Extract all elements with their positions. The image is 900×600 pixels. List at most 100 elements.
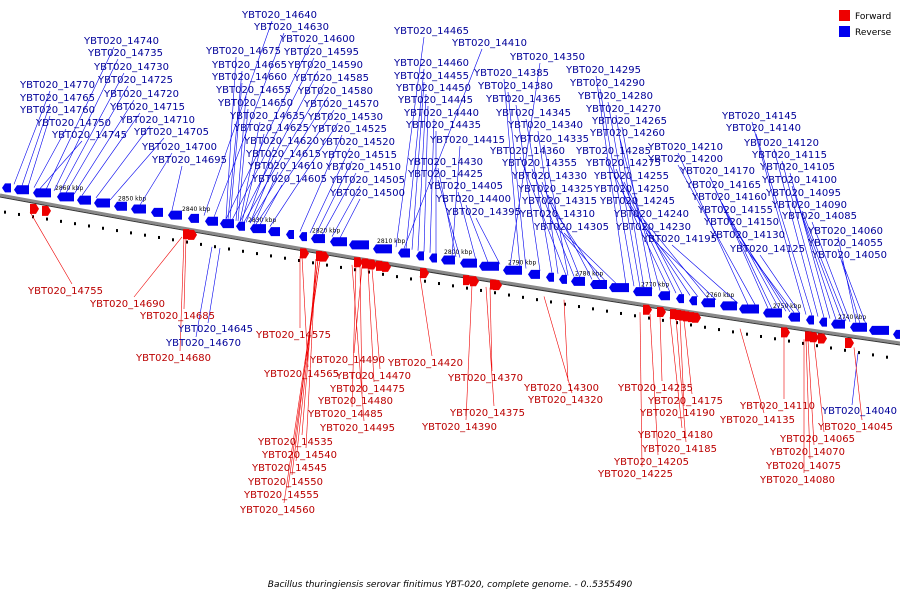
- reverse-feature: [57, 192, 74, 202]
- reverse-gene-label: YBT020_14435: [405, 120, 481, 131]
- reverse-gene-label: YBT020_14605: [251, 174, 327, 185]
- reverse-label-line: [789, 172, 831, 319]
- reverse-feature: [460, 258, 477, 268]
- track-mark: [760, 334, 762, 338]
- forward-gene-label: YBT020_14235: [617, 383, 693, 394]
- reverse-feature: [831, 319, 845, 329]
- track-mark: [634, 314, 636, 318]
- track-mark: [88, 224, 90, 228]
- reverse-feature: [546, 272, 554, 282]
- reverse-gene-label: YBT020_14720: [103, 89, 179, 100]
- forward-gene-label: YBT020_14495: [319, 423, 395, 434]
- forward-label-line: [283, 259, 321, 504]
- reverse-gene-label: YBT020_14050: [811, 250, 887, 261]
- reverse-feature: [788, 312, 800, 322]
- reverse-label-line: [403, 48, 483, 249]
- reverse-gene-label: YBT020_14760: [19, 105, 95, 116]
- reverse-label-line: [203, 20, 273, 216]
- track-mark: [774, 337, 776, 341]
- reverse-label-line: [245, 146, 275, 223]
- reverse-label-line: [795, 198, 843, 321]
- reverse-label-line: [755, 133, 813, 316]
- reverse-gene-label: YBT020_14315: [521, 196, 597, 207]
- forward-feature: [692, 312, 701, 323]
- reverse-gene-label: YBT020_14520: [319, 137, 395, 148]
- reverse-feature: [819, 317, 827, 327]
- reverse-gene-label: YBT020_14610: [247, 161, 323, 172]
- track-mark: [410, 277, 412, 281]
- reverse-gene-label: YBT020_14120: [743, 138, 819, 149]
- forward-label-line: [183, 237, 187, 310]
- forward-gene-label: YBT020_14375: [449, 408, 525, 419]
- reverse-feature: [14, 185, 29, 195]
- reverse-label-line: [259, 184, 283, 225]
- ruler-tick-label: 2850 kbp: [118, 195, 146, 202]
- reverse-gene-label: YBT020_14095: [765, 188, 841, 199]
- reverse-gene-label: YBT020_14340: [507, 120, 583, 131]
- forward-label-line: [739, 328, 765, 414]
- reverse-gene-label: YBT020_14660: [211, 72, 287, 83]
- forward-gene-label: YBT020_14390: [421, 422, 497, 433]
- reverse-gene-label: YBT020_14145: [721, 111, 797, 122]
- reverse-gene-label: YBT020_14090: [771, 200, 847, 211]
- forward-gene-label: YBT020_14685: [139, 311, 215, 322]
- reverse-gene-label: YBT020_14170: [679, 166, 755, 177]
- forward-label-line: [301, 258, 317, 436]
- reverse-feature: [689, 296, 697, 306]
- track-mark: [438, 282, 440, 286]
- reverse-gene-label: YBT020_14210: [647, 142, 723, 153]
- track-mark: [872, 353, 874, 357]
- reverse-gene-label: YBT020_14710: [119, 115, 195, 126]
- reverse-feature: [893, 329, 900, 339]
- forward-label-line: [351, 265, 357, 408]
- reverse-gene-label: YBT020_14200: [647, 154, 723, 165]
- reverse-gene-label: YBT020_14705: [133, 127, 209, 138]
- reverse-label-line: [321, 172, 357, 236]
- reverse-gene-label: YBT020_14505: [329, 175, 405, 186]
- forward-gene-label: YBT020_14755: [27, 286, 103, 297]
- track-mark: [690, 323, 692, 327]
- reverse-gene-label: YBT020_14290: [569, 78, 645, 89]
- reverse-gene-label: YBT020_14385: [473, 68, 549, 79]
- reverse-label-line: [515, 104, 541, 271]
- reverse-label-line: [269, 122, 339, 227]
- reverse-gene-label: YBT020_14270: [585, 104, 661, 115]
- forward-gene-label: YBT020_14205: [613, 457, 689, 468]
- forward-gene-label: YBT020_14550: [247, 477, 323, 488]
- reverse-label-line: [677, 164, 757, 307]
- reverse-gene-label: YBT020_14770: [19, 80, 95, 91]
- reverse-gene-label: YBT020_14635: [229, 111, 305, 122]
- forward-label-line: [133, 236, 183, 298]
- reverse-label-line: [207, 248, 221, 324]
- forward-label-line: [813, 340, 825, 433]
- reverse-label-line: [629, 206, 699, 297]
- reverse-feature: [33, 188, 51, 198]
- reverse-label-line: [841, 260, 867, 325]
- track-mark: [452, 284, 454, 288]
- forward-feature: [470, 276, 479, 287]
- forward-label-line: [563, 299, 569, 382]
- forward-gene-label: YBT020_14190: [639, 408, 715, 419]
- ruler-tick-label: 2750 kbp: [773, 303, 801, 310]
- reverse-gene-label: YBT020_14450: [395, 83, 471, 94]
- reverse-label-line: [509, 62, 541, 266]
- forward-label-line: [683, 319, 693, 395]
- reverse-gene-label: YBT020_14115: [751, 150, 827, 161]
- reverse-feature: [633, 287, 652, 297]
- reverse-feature: [429, 253, 437, 263]
- reverse-feature: [763, 308, 782, 318]
- forward-label-lines: [29, 211, 863, 504]
- track-mark: [508, 293, 510, 297]
- reverse-feature: [131, 204, 146, 214]
- reverse-label-line: [851, 353, 859, 406]
- track-mark: [592, 307, 594, 311]
- forward-gene-label: YBT020_14680: [135, 353, 211, 364]
- reverse-gene-label: YBT020_14745: [51, 130, 127, 141]
- ruler-tick-label: 2860 kbp: [55, 185, 83, 192]
- forward-label-line: [807, 339, 815, 446]
- forward-gene-label: YBT020_14420: [387, 358, 463, 369]
- forward-feature: [781, 327, 790, 338]
- forward-gene-label: YBT020_14575: [255, 330, 331, 341]
